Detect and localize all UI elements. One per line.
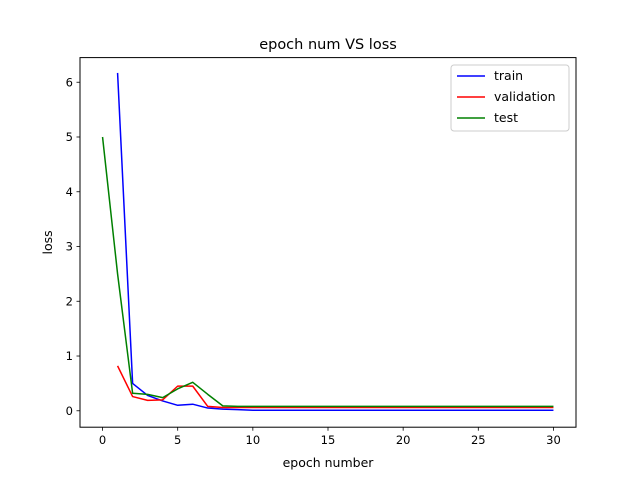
x-tick-label: 30 — [546, 433, 561, 447]
y-tick-label: 1 — [66, 349, 73, 363]
x-tick-label: 20 — [396, 433, 411, 447]
x-axis-label: epoch number — [283, 455, 375, 470]
y-tick-label: 3 — [66, 240, 73, 254]
y-tick-label: 0 — [66, 404, 73, 418]
x-axis: 0 5 10 15 20 25 30 — [99, 427, 561, 447]
y-tick-label: 6 — [66, 75, 73, 89]
series-line-train — [116, 72, 554, 411]
legend-label-train: train — [494, 68, 523, 83]
plot-area — [101, 72, 554, 411]
legend-label-validation: validation — [494, 89, 556, 104]
chart-title: epoch num VS loss — [259, 37, 397, 53]
x-tick-label: 25 — [471, 433, 486, 447]
y-tick-label: 4 — [66, 185, 73, 199]
x-tick-label: 10 — [246, 433, 261, 447]
series-line-validation — [116, 365, 554, 409]
legend-label-test: test — [494, 110, 518, 125]
y-axis-label: loss — [40, 230, 55, 254]
y-tick-label: 5 — [66, 130, 73, 144]
legend-box — [450, 64, 570, 132]
x-tick-label: 0 — [99, 433, 106, 447]
y-axis: 0 1 2 3 4 5 6 — [66, 75, 80, 418]
y-tick-label: 2 — [66, 294, 73, 308]
legend: train validation test — [450, 64, 570, 132]
x-tick-label: 15 — [321, 433, 336, 447]
x-tick-label: 5 — [174, 433, 181, 447]
series-line-test — [101, 136, 554, 408]
